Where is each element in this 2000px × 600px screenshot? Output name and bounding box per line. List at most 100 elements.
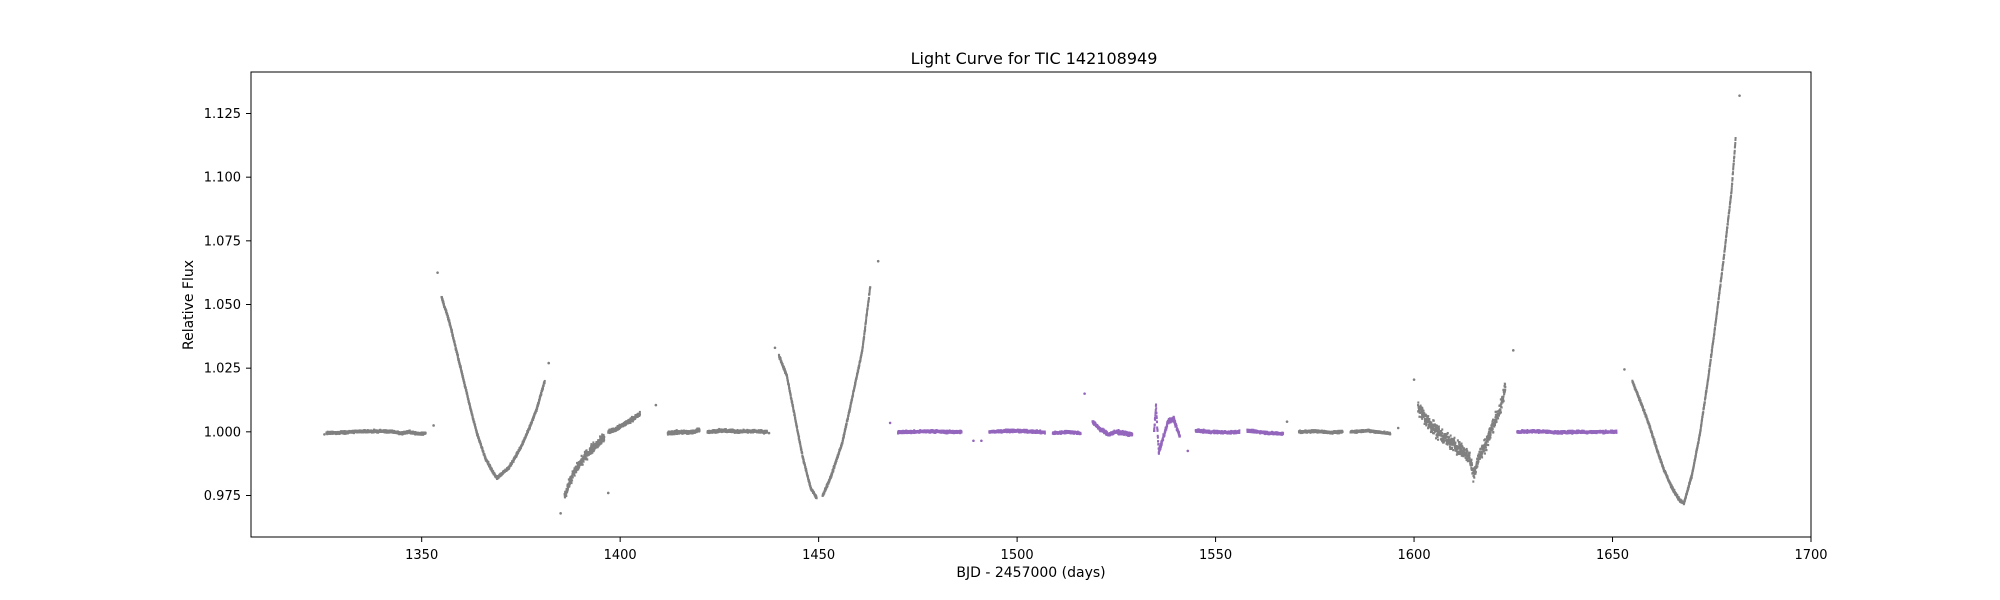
data-point (458, 360, 461, 363)
data-point (854, 379, 857, 382)
data-point (1473, 470, 1476, 474)
data-point (471, 415, 474, 418)
data-point (1494, 423, 1496, 427)
data-point (1697, 438, 1700, 442)
data-point (490, 467, 493, 471)
data-point (457, 358, 460, 361)
data-point (1646, 418, 1649, 421)
data-point (855, 375, 858, 378)
data-point (1463, 448, 1466, 452)
data-point (1666, 475, 1669, 478)
data-point (1670, 484, 1673, 487)
data-point (577, 465, 580, 468)
data-point (1705, 387, 1708, 390)
data-point (866, 307, 869, 310)
data-point (1429, 430, 1432, 434)
data-point (1697, 442, 1700, 446)
data-point (1456, 439, 1459, 442)
data-point (1708, 369, 1711, 373)
data-point (1465, 447, 1468, 451)
data-point (865, 312, 868, 315)
data-point (789, 393, 792, 397)
data-point (676, 432, 679, 436)
data-point (1677, 496, 1680, 499)
data-point (1684, 496, 1687, 499)
data-point (1696, 444, 1699, 447)
data-point (853, 386, 856, 390)
data-point (1493, 425, 1496, 428)
data-point (1487, 434, 1490, 438)
data-point (1671, 485, 1674, 489)
data-point (1446, 431, 1449, 435)
data-point (798, 435, 801, 438)
data-point (1660, 459, 1663, 462)
data-point (474, 423, 477, 426)
data-point (510, 464, 513, 467)
data-point (1494, 413, 1497, 416)
data-point (686, 432, 689, 435)
data-point (601, 439, 604, 442)
data-point (592, 441, 595, 444)
data-point (475, 431, 478, 434)
data-point (466, 395, 469, 398)
data-point (862, 342, 865, 345)
data-point (1459, 447, 1462, 450)
data-point (1641, 405, 1644, 409)
data-point (1639, 399, 1642, 402)
data-point (1689, 478, 1692, 481)
data-point (1494, 421, 1497, 425)
data-point (839, 446, 842, 449)
data-point (1425, 423, 1428, 426)
data-point (517, 451, 520, 454)
data-point (832, 469, 835, 472)
data-point (1694, 455, 1697, 458)
data-point (454, 345, 457, 348)
data-point (529, 424, 532, 427)
data-point (867, 303, 870, 307)
data-point (793, 413, 796, 417)
data-point (1453, 436, 1456, 439)
chart-title: Light Curve for TIC 142108949 (911, 49, 1158, 68)
data-point (1476, 465, 1479, 468)
data-point (1449, 434, 1452, 437)
data-point (1638, 397, 1641, 400)
data-point (1695, 453, 1698, 456)
data-point (1704, 395, 1707, 398)
data-point (698, 429, 701, 432)
data-point (830, 475, 833, 478)
data-point (456, 352, 459, 355)
data-point (1499, 398, 1502, 401)
data-point (446, 314, 449, 318)
data-point (1427, 425, 1430, 428)
data-point (565, 494, 568, 498)
data-point (1421, 408, 1424, 411)
data-point (1659, 456, 1662, 459)
data-point (469, 406, 472, 409)
data-point (593, 448, 596, 451)
data-point (867, 299, 870, 302)
data-point (1651, 433, 1654, 436)
data-point (1683, 499, 1686, 502)
data-point (801, 454, 804, 457)
data-point (590, 443, 593, 446)
data-point (1643, 410, 1646, 414)
data-point (541, 388, 544, 392)
data-point (864, 321, 867, 324)
data-point (1435, 437, 1438, 440)
data-point (587, 453, 590, 456)
data-segment (1349, 428, 1392, 436)
data-point (790, 400, 793, 403)
data-point (1425, 424, 1428, 427)
data-point (1488, 433, 1491, 436)
data-point (1427, 427, 1430, 430)
data-point (846, 417, 849, 420)
data-point (1498, 404, 1501, 407)
data-point (469, 404, 472, 408)
data-point (539, 395, 542, 399)
data-point (1653, 438, 1656, 441)
data-point (807, 477, 810, 480)
data-point (449, 325, 452, 329)
data-point (840, 443, 843, 447)
